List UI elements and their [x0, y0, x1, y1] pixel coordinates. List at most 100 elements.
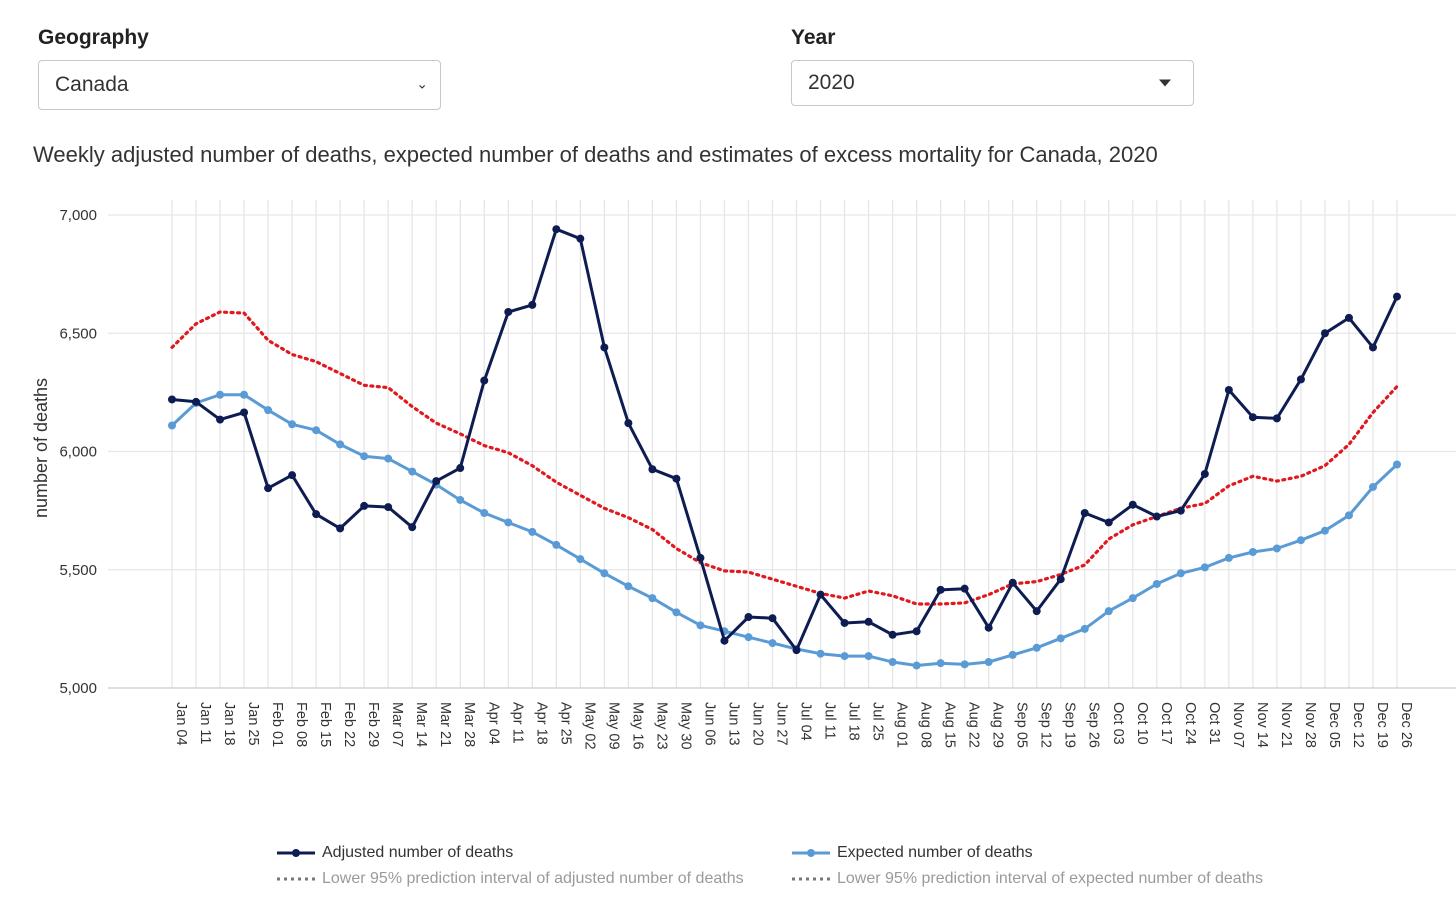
data-point[interactable] — [552, 540, 561, 549]
data-point[interactable] — [1344, 313, 1353, 322]
data-point[interactable] — [1344, 511, 1353, 520]
data-point[interactable] — [984, 657, 993, 666]
data-point[interactable] — [240, 390, 249, 399]
data-point[interactable] — [1104, 518, 1113, 527]
data-point[interactable] — [1224, 553, 1233, 562]
data-point[interactable] — [984, 623, 993, 632]
data-point[interactable] — [1296, 536, 1305, 545]
data-point[interactable] — [648, 465, 657, 474]
data-point[interactable] — [888, 657, 897, 666]
data-point[interactable] — [312, 510, 321, 519]
data-point[interactable] — [1152, 512, 1161, 521]
data-point[interactable] — [816, 649, 825, 658]
data-point[interactable] — [888, 630, 897, 639]
data-point[interactable] — [1056, 634, 1065, 643]
data-point[interactable] — [168, 421, 176, 430]
data-point[interactable] — [1080, 624, 1089, 633]
data-point[interactable] — [384, 454, 393, 463]
legend-item-expected[interactable]: Expected number of deaths — [791, 844, 1033, 862]
data-point[interactable] — [1224, 386, 1233, 395]
data-point[interactable] — [672, 608, 681, 617]
data-point[interactable] — [192, 397, 201, 406]
data-point[interactable] — [1248, 413, 1257, 422]
data-point[interactable] — [1176, 569, 1185, 578]
data-point[interactable] — [576, 234, 585, 243]
data-point[interactable] — [816, 590, 825, 599]
data-point[interactable] — [1008, 650, 1017, 659]
data-point[interactable] — [168, 395, 176, 404]
data-point[interactable] — [768, 614, 777, 623]
data-point[interactable] — [912, 661, 921, 670]
data-point[interactable] — [864, 652, 873, 661]
data-point[interactable] — [1032, 607, 1041, 616]
data-point[interactable] — [432, 477, 441, 486]
data-point[interactable] — [840, 652, 849, 661]
data-point[interactable] — [408, 467, 417, 476]
data-point[interactable] — [1128, 500, 1137, 509]
data-point[interactable] — [696, 553, 705, 562]
data-point[interactable] — [1368, 482, 1377, 491]
data-point[interactable] — [504, 518, 513, 527]
data-point[interactable] — [1080, 508, 1089, 517]
data-point[interactable] — [360, 452, 369, 461]
data-point[interactable] — [336, 524, 345, 533]
data-point[interactable] — [672, 474, 681, 483]
data-point[interactable] — [768, 639, 777, 648]
data-point[interactable] — [936, 659, 945, 668]
data-point[interactable] — [480, 508, 489, 517]
data-point[interactable] — [504, 307, 513, 316]
data-point[interactable] — [360, 501, 369, 510]
legend-item-lower-expected[interactable]: Lower 95% prediction interval of expecte… — [791, 870, 1263, 888]
data-point[interactable] — [1200, 563, 1209, 572]
data-point[interactable] — [1393, 460, 1401, 469]
year-select[interactable]: 2020 — [791, 60, 1194, 106]
data-point[interactable] — [864, 617, 873, 626]
data-point[interactable] — [1272, 414, 1281, 423]
legend-item-lower-adjusted[interactable]: Lower 95% prediction interval of adjuste… — [276, 870, 744, 888]
data-point[interactable] — [1368, 343, 1377, 352]
data-point[interactable] — [720, 636, 729, 645]
data-point[interactable] — [1056, 575, 1065, 584]
data-point[interactable] — [936, 585, 945, 594]
data-point[interactable] — [1008, 578, 1017, 587]
data-point[interactable] — [576, 555, 585, 564]
legend-item-adjusted[interactable]: Adjusted number of deaths — [276, 844, 513, 862]
data-point[interactable] — [960, 660, 969, 669]
data-point[interactable] — [480, 376, 489, 385]
data-point[interactable] — [456, 464, 465, 473]
data-point[interactable] — [648, 594, 657, 603]
data-point[interactable] — [1104, 607, 1113, 616]
data-point[interactable] — [1296, 375, 1305, 384]
data-point[interactable] — [456, 495, 465, 504]
data-point[interactable] — [408, 523, 417, 532]
data-point[interactable] — [1320, 526, 1329, 535]
data-point[interactable] — [960, 584, 969, 593]
data-point[interactable] — [264, 484, 273, 493]
data-point[interactable] — [1152, 579, 1161, 588]
data-point[interactable] — [288, 420, 297, 429]
data-point[interactable] — [744, 633, 753, 642]
data-point[interactable] — [1248, 548, 1257, 557]
data-point[interactable] — [1176, 506, 1185, 515]
data-point[interactable] — [384, 503, 393, 512]
data-point[interactable] — [912, 627, 921, 636]
data-point[interactable] — [216, 415, 225, 424]
data-point[interactable] — [840, 618, 849, 627]
data-point[interactable] — [552, 225, 561, 234]
data-point[interactable] — [696, 621, 705, 630]
geography-select[interactable]: Canada ⌄ — [38, 60, 441, 110]
data-point[interactable] — [744, 613, 753, 622]
data-point[interactable] — [1320, 329, 1329, 338]
data-point[interactable] — [1032, 643, 1041, 652]
data-point[interactable] — [1272, 544, 1281, 553]
data-point[interactable] — [288, 471, 297, 480]
data-point[interactable] — [624, 419, 633, 428]
data-point[interactable] — [216, 390, 225, 399]
data-point[interactable] — [792, 646, 801, 655]
data-point[interactable] — [1393, 292, 1401, 301]
data-point[interactable] — [312, 426, 321, 435]
data-point[interactable] — [1128, 594, 1137, 603]
data-point[interactable] — [624, 582, 633, 591]
data-point[interactable] — [600, 343, 609, 352]
data-point[interactable] — [1200, 469, 1209, 478]
